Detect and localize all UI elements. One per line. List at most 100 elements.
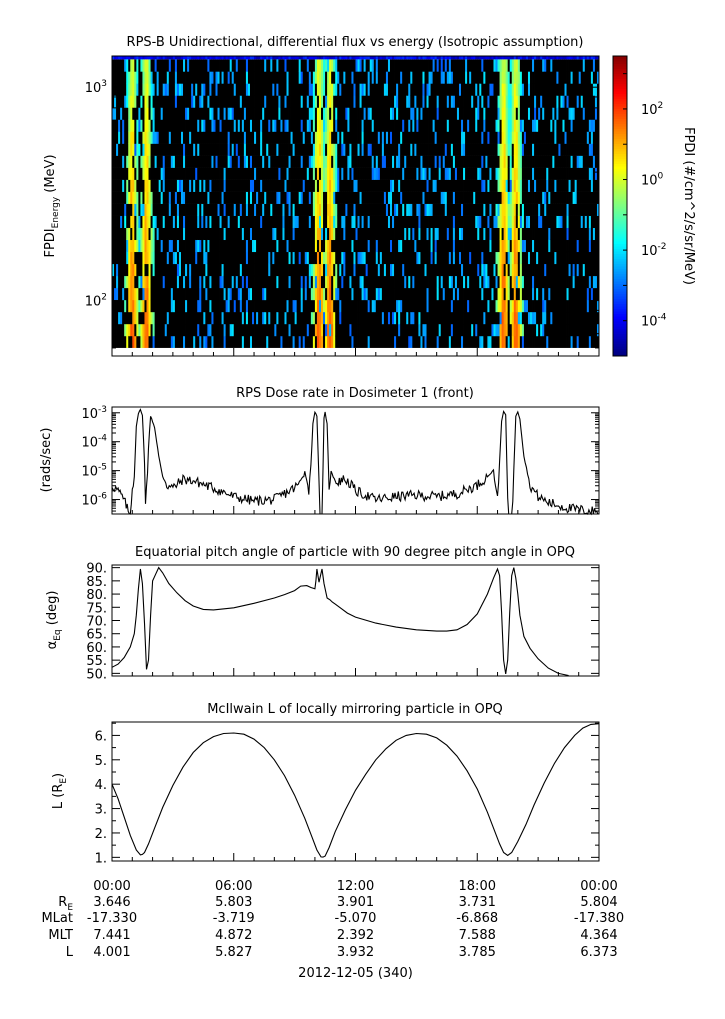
spectrogram-cell (448, 155, 452, 168)
spectrogram-cell (363, 287, 367, 301)
spectrogram-cell (304, 251, 308, 265)
spectrogram-cell (203, 56, 206, 60)
spectrogram-cell (381, 335, 385, 349)
spectrogram-cell (116, 191, 119, 204)
spectrogram-cell (475, 227, 478, 241)
spectrogram-cell (245, 71, 249, 84)
spectrogram-cell (465, 323, 468, 337)
spectrogram-cell (422, 335, 425, 349)
spectrogram-cell (211, 287, 214, 301)
spectrogram-cell (323, 143, 326, 156)
spectrogram-cell (379, 335, 383, 349)
spectrogram-cell (383, 131, 387, 144)
spectrogram-panel: RPS-B Unidirectional, differential flux … (43, 35, 696, 357)
spectrogram-cell (140, 71, 143, 84)
spectrogram-cell (379, 287, 383, 301)
spectrogram-cell (282, 203, 285, 216)
spectrogram-cell (272, 311, 275, 325)
spectrogram-cell (361, 275, 365, 289)
spectrogram-cell (274, 167, 277, 180)
spectrogram-cell (373, 143, 377, 156)
spectrogram-cell (211, 167, 214, 180)
spectrogram-cell (302, 107, 306, 120)
spectrogram-cell (367, 203, 371, 216)
spectrogram-cell (162, 179, 166, 192)
spectrogram-cell (219, 83, 222, 96)
spectrogram-cell (475, 95, 478, 108)
spectrogram-cell (426, 299, 429, 313)
spectrogram-cell (430, 215, 434, 229)
spectrogram-cell (142, 215, 145, 229)
spectrogram-cell (158, 251, 162, 265)
spectrogram-cell (116, 179, 119, 192)
spectrogram-cell (499, 167, 502, 180)
spectrogram-cell (458, 323, 462, 337)
spectrogram-cell (174, 59, 178, 72)
spectrogram-cell (168, 155, 172, 168)
spectrogram-cell (343, 191, 346, 204)
spectrogram-cell (237, 131, 241, 144)
spectrogram-cell (260, 239, 263, 253)
spectrogram-cell (268, 59, 271, 72)
spectrogram-cell (323, 119, 326, 132)
spectrogram-cell (440, 287, 444, 301)
spectrogram-cell (369, 56, 373, 60)
spectrogram-cell (458, 203, 462, 216)
spectrogram-cell (357, 131, 360, 144)
spectrogram-cell (489, 59, 492, 72)
spectrogram-cell (276, 131, 279, 144)
spectrogram-cell (217, 131, 220, 144)
spectrogram-cell (400, 299, 403, 313)
spectrogram-cell (507, 251, 511, 265)
spectrogram-cell (138, 323, 141, 337)
spectrogram-cell (335, 119, 338, 132)
spectrogram-cell (219, 179, 222, 192)
spectrogram-cell (406, 167, 409, 180)
spectrogram-cell (347, 203, 350, 216)
spectrogram-cell (481, 131, 484, 144)
spectrogram-cell (430, 131, 434, 144)
spectrogram-cell (487, 107, 490, 120)
spectrogram-cell (254, 179, 257, 192)
spectrogram-cell (493, 323, 496, 337)
spectrogram-cell (414, 143, 417, 156)
spectrogram-cell (213, 71, 216, 84)
spectrogram-cell (288, 107, 291, 120)
spectrogram-cell (266, 179, 269, 192)
spectrogram-cell (387, 71, 391, 84)
spectrogram-cell (503, 299, 507, 313)
spectrogram-cell (306, 287, 310, 301)
spectrogram-cell (284, 179, 287, 192)
spectrogram-cell (237, 287, 241, 301)
spectrogram-cell (420, 239, 423, 253)
spectrogram-cell (223, 311, 227, 325)
spectrogram-cell (339, 83, 342, 96)
spectrogram-cell (249, 215, 253, 229)
spectrogram-cell (475, 155, 478, 168)
spectrogram-cell (187, 227, 190, 241)
spectrogram-cell (402, 155, 405, 168)
spectrogram-cell (440, 131, 444, 144)
spectrogram-cell (513, 59, 517, 72)
spectrogram-cell (262, 119, 265, 132)
spectrogram-cell (116, 227, 119, 241)
spectrogram-cell (418, 335, 421, 349)
spectrogram-cell (469, 239, 472, 253)
spectrogram-cell (174, 275, 178, 289)
spectrogram-cell (209, 263, 212, 277)
spectrogram-cell (296, 95, 300, 108)
spectrogram-cell (515, 143, 519, 156)
spectrogram-cell (282, 239, 285, 253)
spectrogram-cell (434, 179, 438, 192)
spectrogram-cell (430, 287, 434, 301)
spectrogram-cell (270, 83, 273, 96)
spectrogram-cell (355, 263, 358, 277)
spectrogram-cell (118, 59, 121, 72)
spectrogram-cell (203, 227, 206, 241)
spectrogram-cell (209, 167, 212, 180)
spectrogram-cell (215, 299, 218, 313)
spectrogram-cell (475, 167, 478, 180)
spectrogram-cell (432, 227, 436, 241)
spectrogram-cell (245, 287, 249, 301)
spectrogram-cell (389, 275, 393, 289)
